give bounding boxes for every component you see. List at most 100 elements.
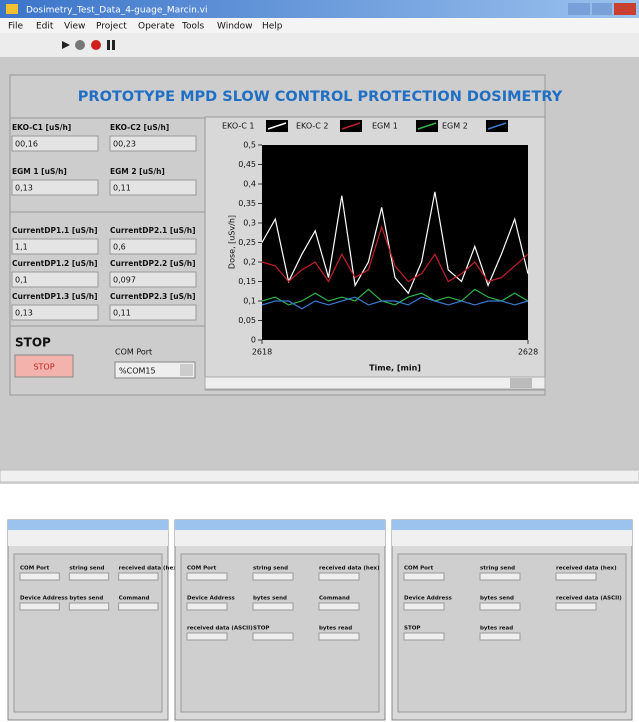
y-tick-label: 0,15	[238, 277, 256, 286]
menu-item[interactable]: File	[8, 22, 24, 32]
y-tick-label: 0,2	[243, 258, 256, 267]
legend-label: EKO-C 1	[222, 122, 255, 131]
y-tick-label: 0,35	[238, 199, 256, 208]
thumbnail-field	[20, 573, 59, 580]
menu-item[interactable]: Tools	[181, 22, 204, 32]
indicator-value: 0,11	[113, 184, 131, 193]
thumbnail-label: bytes send	[69, 596, 103, 602]
thumbnail-label: COM Port	[187, 566, 217, 572]
window-scrollbar[interactable]	[0, 470, 639, 482]
thumbnail-field	[187, 603, 227, 610]
thumbnail-field	[480, 603, 520, 610]
legend-label: EKO-C 2	[296, 122, 329, 131]
window-title: Dosimetry_Test_Data_4-guage_Marcin.vi	[26, 6, 207, 16]
thumbnail-toolbar	[392, 530, 632, 546]
menu-item[interactable]: Edit	[36, 22, 54, 32]
indicator-value: 0,13	[15, 184, 33, 193]
thumbnail-field	[119, 603, 158, 610]
thumbnail-title-bar	[8, 520, 168, 530]
indicator-label: CurrentDP1.1 [uS/h]	[12, 226, 98, 235]
run-continuous-button[interactable]	[75, 40, 85, 50]
thumbnail-label: Command	[119, 596, 150, 602]
panel-heading: PROTOTYPE MPD SLOW CONTROL PROTECTION DO…	[78, 89, 563, 105]
y-tick-label: 0,1	[243, 297, 256, 306]
thumbnail-label: Command	[319, 596, 350, 602]
stop-label: STOP	[15, 336, 51, 350]
menu-item[interactable]: Operate	[138, 22, 175, 32]
indicator-value: 0,097	[113, 276, 136, 285]
dropdown-arrow[interactable]	[180, 364, 193, 376]
thumbnail-field	[253, 573, 293, 580]
close-button[interactable]	[614, 3, 636, 15]
thumbnail-field	[187, 633, 227, 640]
thumbnail-label: STOP	[253, 626, 269, 632]
scroll-thumb[interactable]	[510, 378, 532, 388]
indicator-label: CurrentDP1.3 [uS/h]	[12, 292, 98, 301]
screenshot: PROTOTYPE MPD SLOW CONTROL PROTECTION DO…	[0, 0, 639, 722]
indicator-label: EKO-C1 [uS/h]	[12, 123, 71, 132]
thumbnail-field	[253, 603, 293, 610]
thumbnail-label: string send	[253, 566, 288, 572]
plot-area	[262, 145, 528, 340]
thumbnail-label: received data (ASCII)	[187, 626, 253, 632]
abort-button[interactable]	[91, 40, 101, 50]
maximize-button[interactable]	[592, 3, 612, 15]
chart-scrollbar[interactable]	[205, 377, 545, 389]
legend-label: EGM 2	[442, 122, 468, 131]
thumbnail-label: received data (hex)	[319, 566, 380, 572]
thumbnail-field	[69, 573, 108, 580]
indicator-label: CurrentDP2.2 [uS/h]	[110, 259, 196, 268]
indicator-value: 0,11	[113, 309, 131, 318]
thumbnail-field	[480, 633, 520, 640]
com-port-value[interactable]: %COM15	[119, 367, 156, 376]
x-tick-label: 2618	[252, 348, 272, 357]
y-tick-label: 0,3	[243, 219, 256, 228]
thumbnail-field	[404, 603, 444, 610]
thumbnail-label: STOP	[404, 626, 420, 632]
thumbnail-field	[556, 603, 596, 610]
thumbnail-label: Device Address	[187, 596, 236, 602]
y-tick-label: 0,5	[243, 141, 256, 150]
y-tick-label: 0,4	[243, 180, 256, 189]
thumbnail-title-bar	[175, 520, 385, 530]
indicator-value: 0,13	[15, 309, 33, 318]
indicator-value: 1,1	[15, 243, 28, 252]
indicator-label: CurrentDP2.3 [uS/h]	[110, 292, 196, 301]
menu-item[interactable]: Window	[217, 22, 253, 32]
thumbnail-field	[319, 633, 359, 640]
menu-item[interactable]: Project	[96, 22, 127, 32]
thumbnail-label: received data (hex)	[119, 566, 180, 572]
com-port-label: COM Port	[115, 348, 152, 357]
indicator-value: 0,6	[113, 243, 126, 252]
thumbnail-toolbar	[8, 530, 168, 546]
y-tick-label: 0,45	[238, 160, 256, 169]
thumbnail-field	[187, 573, 227, 580]
thumbnail-field	[404, 573, 444, 580]
legend-label: EGM 1	[372, 122, 398, 131]
y-axis-label: Dose, [uSv/h]	[228, 215, 237, 269]
y-tick-label: 0	[251, 336, 256, 345]
stop-button-label[interactable]: STOP	[33, 363, 54, 372]
indicator-value: 00,16	[15, 140, 38, 149]
thumbnail-field	[556, 573, 596, 580]
app-icon	[6, 4, 18, 14]
thumbnail-field	[119, 573, 158, 580]
pause-button[interactable]	[112, 40, 115, 50]
indicator-label: EGM 2 [uS/h]	[110, 167, 165, 176]
indicator-label: EGM 1 [uS/h]	[12, 167, 67, 176]
thumbnail-label: COM Port	[20, 566, 50, 572]
pause-button[interactable]	[107, 40, 110, 50]
minimize-button[interactable]	[568, 3, 590, 15]
menu-item[interactable]: Help	[262, 22, 283, 32]
indicator-label: EKO-C2 [uS/h]	[110, 123, 169, 132]
y-tick-label: 0,25	[238, 238, 256, 247]
thumbnail-field	[253, 633, 293, 640]
x-tick-label: 2628	[518, 348, 538, 357]
menu-item[interactable]: View	[64, 22, 85, 32]
indicator-value: 0,1	[15, 276, 28, 285]
thumbnail-title-bar	[392, 520, 632, 530]
indicator-label: CurrentDP1.2 [uS/h]	[12, 259, 98, 268]
y-tick-label: 0,05	[238, 316, 256, 325]
thumbnail-field	[319, 573, 359, 580]
thumbnail-label: bytes read	[319, 626, 352, 632]
